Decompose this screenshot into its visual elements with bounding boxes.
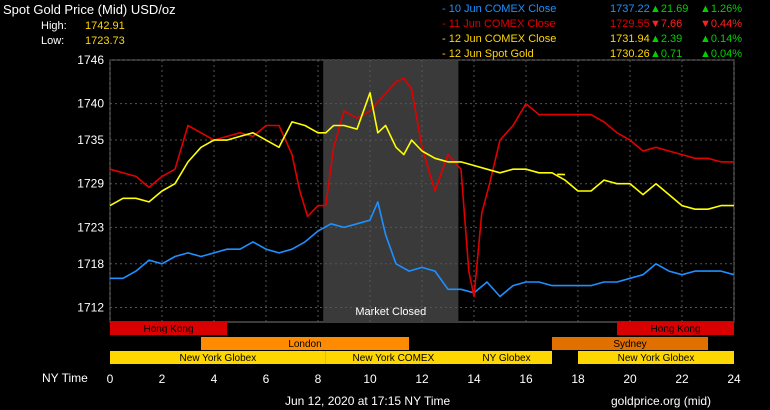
market-closed-shade — [323, 60, 459, 322]
footer-source: goldprice.org (mid) — [611, 394, 712, 408]
x-tick-label: 0 — [107, 372, 114, 386]
x-tick-label: 14 — [467, 372, 481, 386]
legend-name: - 12 Jun COMEX Close — [442, 33, 557, 45]
series-line — [109, 92, 734, 210]
x-axis-title: NY Time — [42, 371, 88, 385]
series-line — [109, 77, 734, 298]
x-tick-label: 22 — [675, 372, 689, 386]
legend-pct: ▲1.26% — [700, 3, 743, 15]
legend-name: - 11 Jun COMEX Close — [442, 18, 556, 30]
x-tick-label: 10 — [363, 372, 377, 386]
legend-change: ▼7.66 — [650, 18, 683, 30]
x-tick-label: 8 — [315, 372, 322, 386]
low-label: Low: — [41, 35, 65, 47]
footer-timestamp: Jun 12, 2020 at 17:15 NY Time — [285, 394, 451, 408]
x-tick-label: 4 — [211, 372, 218, 386]
session-label: NY Globex — [482, 353, 530, 364]
session-band — [110, 351, 326, 364]
y-tick-label: 1746 — [77, 53, 104, 67]
session-band — [617, 322, 734, 335]
x-tick-label: 6 — [263, 372, 270, 386]
y-tick-label: 1740 — [77, 97, 104, 111]
y-tick-label: 1718 — [77, 257, 104, 271]
session-label: New York Globex — [618, 353, 695, 364]
session-band — [552, 337, 708, 350]
high-label: High: — [41, 20, 67, 32]
legend-price: 1730.26 — [610, 48, 650, 60]
legend-name: - 12 Jun Spot Gold — [442, 48, 534, 60]
legend-pct: ▲0.14% — [700, 33, 743, 45]
legend-pct: ▼0.44% — [700, 18, 743, 30]
x-tick-label: 20 — [623, 372, 637, 386]
y-tick-label: 1729 — [77, 177, 104, 191]
series-line — [110, 201, 735, 298]
y-tick-label: 1712 — [77, 300, 104, 314]
session-label: Hong Kong — [650, 324, 700, 335]
legend-price: 1729.55 — [610, 18, 650, 30]
legend-change: ▲0.71 — [650, 48, 683, 60]
x-tick-label: 24 — [727, 372, 741, 386]
legend-change: ▲21.69 — [650, 3, 689, 15]
session-label: New York COMEX — [353, 353, 435, 364]
session-band — [578, 351, 734, 364]
legend-change: ▲2.39 — [650, 33, 683, 45]
session-label: Sydney — [613, 339, 646, 350]
session-label: New York Globex — [180, 353, 257, 364]
chart-title: Spot Gold Price (Mid) USD/oz — [3, 2, 176, 17]
legend-price: 1737.22 — [610, 3, 650, 15]
legend-pct: ▲0.04% — [700, 48, 743, 60]
session-band — [461, 351, 552, 364]
session-band — [325, 351, 461, 364]
y-tick-label: 1735 — [77, 133, 104, 147]
x-tick-label: 2 — [159, 372, 166, 386]
session-label: Hong Kong — [143, 324, 193, 335]
legend-name: - 10 Jun COMEX Close — [442, 3, 557, 15]
session-label: London — [288, 339, 321, 350]
legend-price: 1731.94 — [610, 33, 650, 45]
session-band — [110, 322, 227, 335]
session-band — [201, 337, 409, 350]
x-tick-label: 18 — [571, 372, 585, 386]
x-tick-label: 16 — [519, 372, 533, 386]
x-tick-label: 12 — [415, 372, 429, 386]
high-value: 1742.91 — [85, 20, 125, 32]
market-closed-label: Market Closed — [355, 306, 426, 318]
low-value: 1723.73 — [85, 35, 125, 47]
y-tick-label: 1723 — [77, 220, 104, 234]
